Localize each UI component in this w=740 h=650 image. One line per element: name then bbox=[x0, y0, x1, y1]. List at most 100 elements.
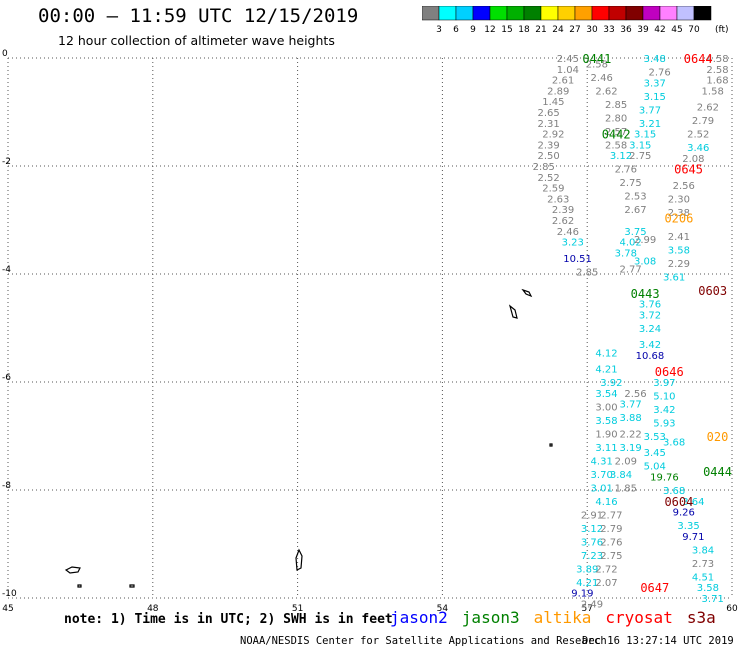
legend-tick-label: 24 bbox=[552, 25, 564, 35]
wave-height-value: 2.80 bbox=[605, 113, 627, 124]
legend-tick-label: 3 bbox=[436, 25, 442, 35]
wave-height-value: 3.77 bbox=[639, 105, 661, 116]
wave-height-value: 3.46 bbox=[687, 143, 709, 154]
wave-height-value: 2.56 bbox=[624, 389, 646, 400]
wave-height-value: 2.72 bbox=[595, 564, 617, 575]
wave-height-value: 2.67 bbox=[624, 205, 646, 216]
x-tick-label: 54 bbox=[437, 604, 449, 614]
y-tick-label: -4 bbox=[2, 265, 11, 275]
wave-height-value: 3.01 bbox=[591, 483, 613, 494]
footnote: note: 1) Time is in UTC; 2) SWH is in fe… bbox=[64, 612, 393, 627]
y-tick-label: -8 bbox=[2, 481, 11, 491]
wave-height-value: 3.37 bbox=[644, 78, 666, 89]
land-outline bbox=[295, 548, 303, 571]
wave-height-value: 10.51 bbox=[563, 254, 592, 265]
pass-time-label: 0206 bbox=[664, 211, 693, 225]
wave-height-value: 2.57 bbox=[605, 127, 627, 138]
wave-height-value: 1.85 bbox=[615, 483, 637, 494]
x-tick-label: 45 bbox=[2, 604, 13, 614]
wave-height-value: 3.45 bbox=[644, 448, 666, 459]
wave-height-value: 3.89 bbox=[576, 564, 598, 575]
wave-height-value: 3.15 bbox=[629, 140, 651, 151]
pass-time-label: 020 bbox=[707, 430, 729, 444]
wave-height-value: 4.12 bbox=[595, 348, 617, 359]
wave-height-value: 2.52 bbox=[537, 173, 559, 184]
land-outline bbox=[549, 443, 553, 447]
wave-height-value: 2.62 bbox=[697, 103, 719, 114]
chart-title: 00:00 — 11:59 UTC 12/15/2019 bbox=[38, 5, 359, 27]
color-legend: 3 6 9 12 15 18 21 24 27 30 33 36 39 42 45 70 (ft) bbox=[421, 5, 740, 40]
legend-tick-label: 18 bbox=[518, 25, 530, 35]
wave-height-value: 1.90 bbox=[595, 429, 617, 440]
wave-height-value: 1.68 bbox=[706, 76, 728, 87]
wave-height-value: 2.50 bbox=[537, 151, 559, 162]
pass-time-label: 0645 bbox=[674, 163, 703, 177]
wave-height-value: 2.30 bbox=[668, 194, 690, 205]
wave-height-value: 3.58 bbox=[668, 246, 690, 257]
satellite-jason3: jason3 bbox=[461, 608, 520, 627]
legend-tick-label: 36 bbox=[620, 25, 632, 35]
legend-tick-label: 21 bbox=[535, 25, 546, 35]
wave-height-value: 3.48 bbox=[644, 54, 666, 65]
wave-height-value: 3.78 bbox=[615, 248, 637, 259]
wave-height-value: 2.77 bbox=[620, 265, 642, 276]
wave-height-value: 2.59 bbox=[542, 184, 564, 195]
wave-height-value: 2.89 bbox=[547, 86, 569, 97]
land-outline bbox=[521, 288, 533, 298]
wave-height-value: 2.46 bbox=[591, 73, 613, 84]
legend-tick-label: 15 bbox=[501, 25, 512, 35]
land-outline bbox=[508, 304, 518, 319]
wave-height-value: 3.58 bbox=[697, 583, 719, 594]
wave-height-value: 3.71 bbox=[702, 594, 724, 605]
legend-swatch bbox=[693, 5, 712, 21]
satellite-altika: altika bbox=[533, 608, 592, 627]
wave-height-value: 2.52 bbox=[687, 130, 709, 141]
chart-subtitle: 12 hour collection of altimeter wave hei… bbox=[58, 33, 335, 48]
wave-height-value: 3.58 bbox=[595, 416, 617, 427]
wave-height-value: 2.75 bbox=[600, 551, 622, 562]
wave-height-value: 2.76 bbox=[600, 537, 622, 548]
wave-height-value: 3.23 bbox=[562, 238, 584, 249]
wave-height-value: 2.09 bbox=[615, 456, 637, 467]
wave-height-value: 4.21 bbox=[595, 365, 617, 376]
wave-height-value: 3.12 bbox=[610, 151, 632, 162]
y-tick-label: -2 bbox=[2, 157, 11, 167]
wave-height-value: 4.58 bbox=[706, 54, 728, 65]
pass-time-label: 0441 bbox=[582, 52, 611, 66]
wave-height-value: 3.42 bbox=[639, 340, 661, 351]
wave-height-value: 4.21 bbox=[576, 578, 598, 589]
pass-time-label: 0444 bbox=[703, 465, 732, 479]
wave-height-value: 2.77 bbox=[600, 510, 622, 521]
wave-height-value: 3.92 bbox=[600, 378, 622, 389]
y-tick-label: -6 bbox=[2, 373, 11, 383]
land-outline bbox=[77, 584, 82, 588]
wave-height-value: 3.19 bbox=[620, 443, 642, 454]
wave-height-value: 4.02 bbox=[620, 238, 642, 249]
legend-tick-label: 33 bbox=[603, 25, 614, 35]
wave-height-value: 2.49 bbox=[581, 599, 603, 610]
wave-height-value: 3.72 bbox=[639, 311, 661, 322]
x-tick-label: 60 bbox=[726, 604, 738, 614]
legend-tick-label: 6 bbox=[453, 25, 459, 35]
wave-height-value: 5.93 bbox=[653, 419, 675, 430]
y-tick-label: 0 bbox=[2, 49, 8, 59]
credit-text: NOAA/NESDIS Center for Satellite Applica… bbox=[240, 635, 607, 647]
wave-height-value: 7.23 bbox=[581, 551, 603, 562]
pass-time-label: 0604 bbox=[664, 495, 693, 509]
wave-height-value: 2.62 bbox=[595, 86, 617, 97]
wave-height-value: 3.84 bbox=[692, 545, 714, 556]
legend-tick-label: 70 bbox=[688, 25, 700, 35]
generation-timestamp: Dec 16 13:27:14 UTC 2019 bbox=[582, 635, 734, 647]
wave-height-value: 2.53 bbox=[624, 192, 646, 203]
legend-unit: (ft) bbox=[715, 25, 729, 35]
wave-height-value: 2.85 bbox=[605, 100, 627, 111]
wave-height-value: 2.61 bbox=[552, 76, 574, 87]
legend-tick-label: 12 bbox=[484, 25, 495, 35]
wave-height-value: 4.16 bbox=[595, 497, 617, 508]
satellite-s3a: s3a bbox=[686, 608, 716, 627]
satellite-legend: jason2 jason3 altika cryosat s3a bbox=[390, 608, 730, 627]
wave-height-value: 3.42 bbox=[653, 405, 675, 416]
wave-height-value: 3.70 bbox=[591, 470, 613, 481]
legend-tick-label: 30 bbox=[586, 25, 598, 35]
